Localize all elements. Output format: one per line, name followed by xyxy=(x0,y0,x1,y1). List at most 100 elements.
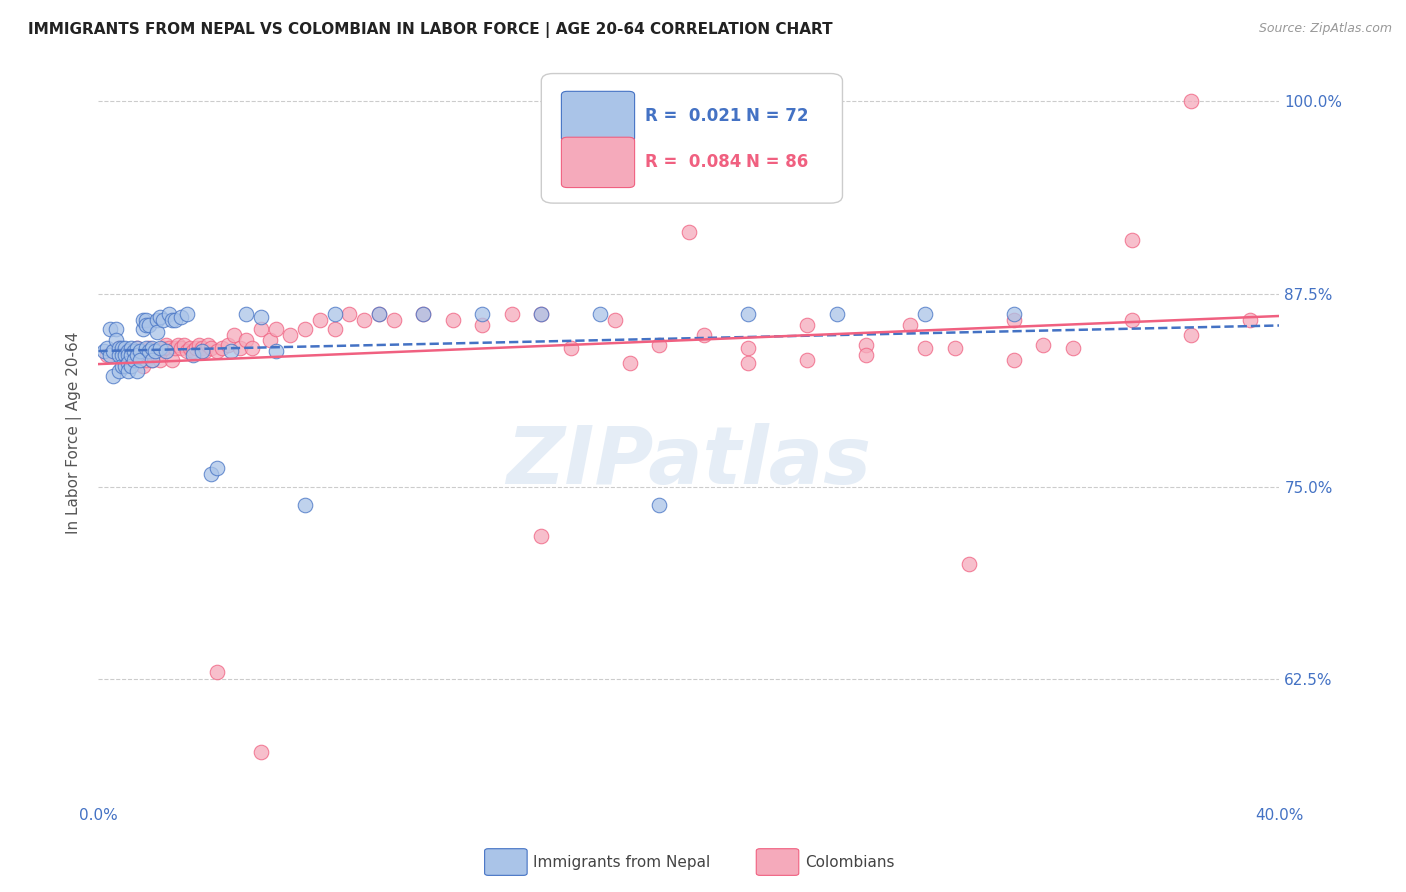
Point xyxy=(165,341,187,355)
Point xyxy=(200,341,222,355)
Point xyxy=(103,343,125,358)
Point xyxy=(737,341,759,355)
Text: Immigrants from Nepal: Immigrants from Nepal xyxy=(533,855,710,870)
Point xyxy=(135,313,157,327)
Point xyxy=(501,307,523,321)
Point xyxy=(117,343,139,358)
Point xyxy=(96,349,118,363)
Point xyxy=(737,356,759,370)
Point xyxy=(1002,307,1025,321)
Point xyxy=(96,341,118,355)
Y-axis label: In Labor Force | Age 20-64: In Labor Force | Age 20-64 xyxy=(66,332,83,533)
Point xyxy=(117,349,139,363)
Point xyxy=(1121,233,1143,247)
Point xyxy=(250,745,273,759)
Point xyxy=(943,341,966,355)
Point xyxy=(294,322,316,336)
Point xyxy=(221,343,243,358)
Text: N = 72: N = 72 xyxy=(745,108,808,126)
Point xyxy=(441,313,464,327)
Point xyxy=(141,353,163,368)
Point xyxy=(111,349,134,363)
FancyBboxPatch shape xyxy=(541,73,842,203)
Point xyxy=(135,341,157,355)
Point xyxy=(181,343,204,358)
Point xyxy=(111,341,134,355)
Point xyxy=(170,310,193,324)
Point xyxy=(187,337,209,351)
Point xyxy=(149,341,172,355)
Point xyxy=(120,349,142,363)
Point xyxy=(1239,313,1261,327)
Point xyxy=(155,337,177,351)
Point xyxy=(128,343,150,358)
Point xyxy=(1062,341,1084,355)
Point xyxy=(191,343,214,358)
Point xyxy=(176,307,198,321)
Point xyxy=(141,343,163,358)
Point xyxy=(471,307,494,321)
Point xyxy=(280,328,302,343)
Point xyxy=(368,307,391,321)
Point xyxy=(135,353,157,368)
Point xyxy=(125,341,148,355)
Point xyxy=(1121,313,1143,327)
Point xyxy=(648,337,671,351)
Point xyxy=(98,322,121,336)
Point xyxy=(825,307,848,321)
Point xyxy=(138,318,160,332)
Point xyxy=(205,343,228,358)
Point xyxy=(114,341,136,355)
Point xyxy=(128,353,150,368)
Point xyxy=(132,359,155,374)
Point xyxy=(114,349,136,363)
Point xyxy=(264,343,287,358)
Point xyxy=(117,364,139,378)
Point xyxy=(560,341,582,355)
Point xyxy=(103,368,125,383)
Point xyxy=(200,467,222,482)
Point xyxy=(382,313,405,327)
Point xyxy=(1180,328,1202,343)
Point xyxy=(412,307,434,321)
Text: IMMIGRANTS FROM NEPAL VS COLOMBIAN IN LABOR FORCE | AGE 20-64 CORRELATION CHART: IMMIGRANTS FROM NEPAL VS COLOMBIAN IN LA… xyxy=(28,22,832,38)
Point xyxy=(530,307,553,321)
Point xyxy=(796,318,818,332)
Point xyxy=(619,356,641,370)
Point xyxy=(114,359,136,374)
Point xyxy=(176,343,198,358)
Point xyxy=(205,665,228,679)
FancyBboxPatch shape xyxy=(561,137,634,187)
Point xyxy=(235,333,257,347)
Point xyxy=(141,353,163,368)
Point xyxy=(211,341,233,355)
Point xyxy=(1032,337,1054,351)
Point xyxy=(122,353,145,368)
Point xyxy=(103,343,125,358)
Point xyxy=(98,349,121,363)
Point xyxy=(135,318,157,332)
Point xyxy=(1002,353,1025,368)
Point xyxy=(149,353,172,368)
Point xyxy=(170,341,193,355)
Point xyxy=(194,343,217,358)
Point xyxy=(122,343,145,358)
Point xyxy=(152,341,174,355)
Point xyxy=(250,322,273,336)
Point xyxy=(120,341,142,355)
Text: Source: ZipAtlas.com: Source: ZipAtlas.com xyxy=(1258,22,1392,36)
Point xyxy=(146,313,169,327)
Point xyxy=(914,341,936,355)
Point xyxy=(157,307,180,321)
Point xyxy=(143,343,166,358)
Point xyxy=(530,529,553,543)
Point xyxy=(149,310,172,324)
Point xyxy=(181,349,204,363)
Point xyxy=(914,307,936,321)
Point xyxy=(138,343,160,358)
Point xyxy=(959,557,981,571)
Point xyxy=(250,310,273,324)
Text: R =  0.021: R = 0.021 xyxy=(645,108,741,126)
Point xyxy=(165,313,187,327)
Text: ZIPatlas: ZIPatlas xyxy=(506,423,872,501)
